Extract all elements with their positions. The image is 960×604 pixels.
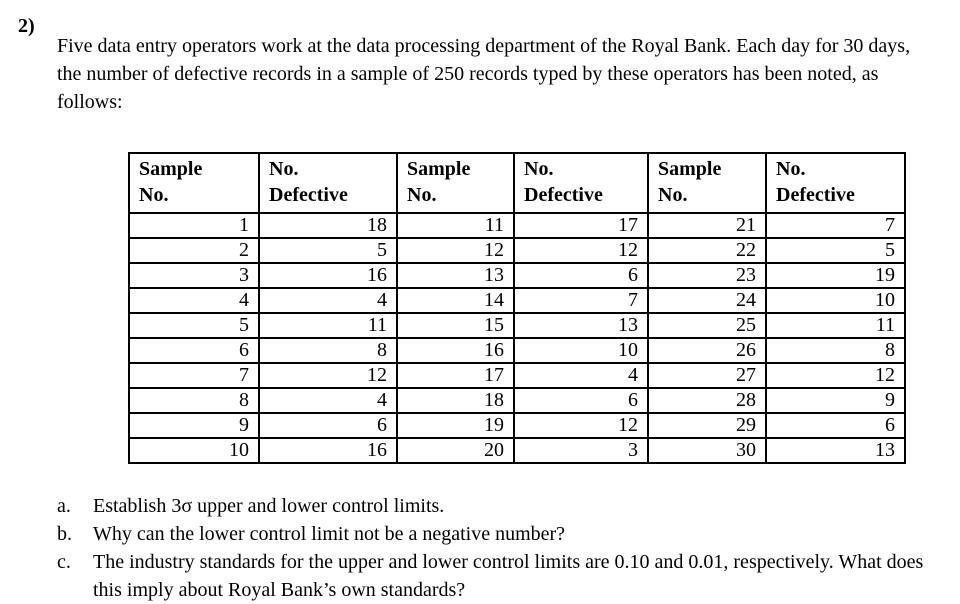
table-cell: 12 [396, 237, 515, 264]
table-cell: 18 [258, 212, 398, 239]
table-cell: 9 [765, 387, 906, 414]
table-cell: 14 [396, 287, 515, 314]
question-label: b. [57, 523, 72, 545]
table-cell: 19 [396, 412, 515, 439]
question-label: c. [57, 551, 71, 573]
table-cell: 29 [647, 412, 767, 439]
table-row: 2 5 12 12 22 5 [128, 237, 906, 264]
table-row: 10 16 20 3 30 13 [128, 437, 906, 464]
table-cell: 4 [128, 287, 260, 314]
table-row: 1 18 11 17 21 7 [128, 212, 906, 239]
table-cell: 26 [647, 337, 767, 364]
table-cell: 16 [258, 262, 398, 289]
table-row: 7 12 17 4 27 12 [128, 362, 906, 389]
table-cell: 11 [765, 312, 906, 339]
table-header-cell: No. Defective [258, 152, 398, 214]
table-cell: 12 [258, 362, 398, 389]
table-row: 4 4 14 7 24 10 [128, 287, 906, 314]
table-cell: 17 [396, 362, 515, 389]
table-cell: 30 [647, 437, 767, 464]
table-cell: 8 [258, 337, 398, 364]
table-cell: 10 [128, 437, 260, 464]
table-cell: 22 [647, 237, 767, 264]
question-c: c. The industry standards for the upper … [57, 548, 938, 604]
table-cell: 6 [513, 387, 649, 414]
table-header-cell: Sample No. [396, 152, 515, 214]
question-text: Why can the lower control limit not be a… [93, 523, 566, 545]
table-row: 9 6 19 12 29 6 [128, 412, 906, 439]
table-body: 1 18 11 17 21 7 2 5 12 12 22 5 3 16 13 6 23 19 4 4 14 7 24 10 5 1… [128, 212, 906, 464]
table-cell: 27 [647, 362, 767, 389]
table-row: 6 8 16 10 26 8 [128, 337, 906, 364]
table-cell: 6 [513, 262, 649, 289]
table-header-cell: No. Defective [765, 152, 906, 214]
table-cell: 20 [396, 437, 515, 464]
table-row: 3 16 13 6 23 19 [128, 262, 906, 289]
table-cell: 6 [128, 337, 260, 364]
table-row: 8 4 18 6 28 9 [128, 387, 906, 414]
table-cell: 13 [765, 437, 906, 464]
table-row: 5 11 15 13 25 11 [128, 312, 906, 339]
table-cell: 16 [396, 337, 515, 364]
table-cell: 21 [647, 212, 767, 239]
table-cell: 3 [128, 262, 260, 289]
table-cell: 2 [128, 237, 260, 264]
table-header-cell: Sample No. [128, 152, 260, 214]
table-cell: 25 [647, 312, 767, 339]
question-text: Establish 3σ upper and lower control lim… [93, 495, 445, 517]
table-cell: 17 [513, 212, 649, 239]
problem-statement-block: 2) Five data entry operators work at the… [0, 0, 960, 136]
question-label: a. [57, 495, 71, 517]
table-cell: 13 [396, 262, 515, 289]
table-cell: 4 [258, 287, 398, 314]
table-cell: 8 [765, 337, 906, 364]
table-cell: 9 [128, 412, 260, 439]
table-cell: 28 [647, 387, 767, 414]
table-header-cell: No. Defective [513, 152, 649, 214]
table-cell: 7 [513, 287, 649, 314]
table-header-row: Sample No. No. Defective Sample No. No. Def… [128, 152, 906, 214]
table-cell: 3 [513, 437, 649, 464]
table-cell: 18 [396, 387, 515, 414]
table-header-cell: Sample No. [647, 152, 767, 214]
table-cell: 8 [128, 387, 260, 414]
table-cell: 13 [513, 312, 649, 339]
table-cell: 5 [128, 312, 260, 339]
problem-number: 2) [18, 15, 35, 37]
table-header: Sample No. No. Defective Sample No. No. Def… [128, 152, 906, 214]
table-cell: 12 [765, 362, 906, 389]
table-cell: 7 [128, 362, 260, 389]
table-cell: 24 [647, 287, 767, 314]
questions-list: a. Establish 3σ upper and lower control … [57, 492, 938, 604]
table-cell: 7 [765, 212, 906, 239]
question-text: The industry standards for the upper and… [93, 551, 924, 601]
defective-records-table: Sample No. No. Defective Sample No. No. Def… [128, 152, 906, 464]
table-cell: 5 [765, 237, 906, 264]
question-b: b. Why can the lower control limit not b… [57, 520, 938, 548]
table-cell: 11 [396, 212, 515, 239]
table-cell: 19 [765, 262, 906, 289]
table-cell: 6 [765, 412, 906, 439]
table-cell: 10 [513, 337, 649, 364]
table-cell: 1 [128, 212, 260, 239]
table-cell: 4 [513, 362, 649, 389]
table-cell: 5 [258, 237, 398, 264]
problem-statement: Five data entry operators work at the da… [57, 35, 911, 113]
table-cell: 12 [513, 237, 649, 264]
table-cell: 11 [258, 312, 398, 339]
table-cell: 12 [513, 412, 649, 439]
table-cell: 16 [258, 437, 398, 464]
table-cell: 23 [647, 262, 767, 289]
table-cell: 4 [258, 387, 398, 414]
table-cell: 6 [258, 412, 398, 439]
question-a: a. Establish 3σ upper and lower control … [57, 492, 938, 520]
table-cell: 10 [765, 287, 906, 314]
table-cell: 15 [396, 312, 515, 339]
